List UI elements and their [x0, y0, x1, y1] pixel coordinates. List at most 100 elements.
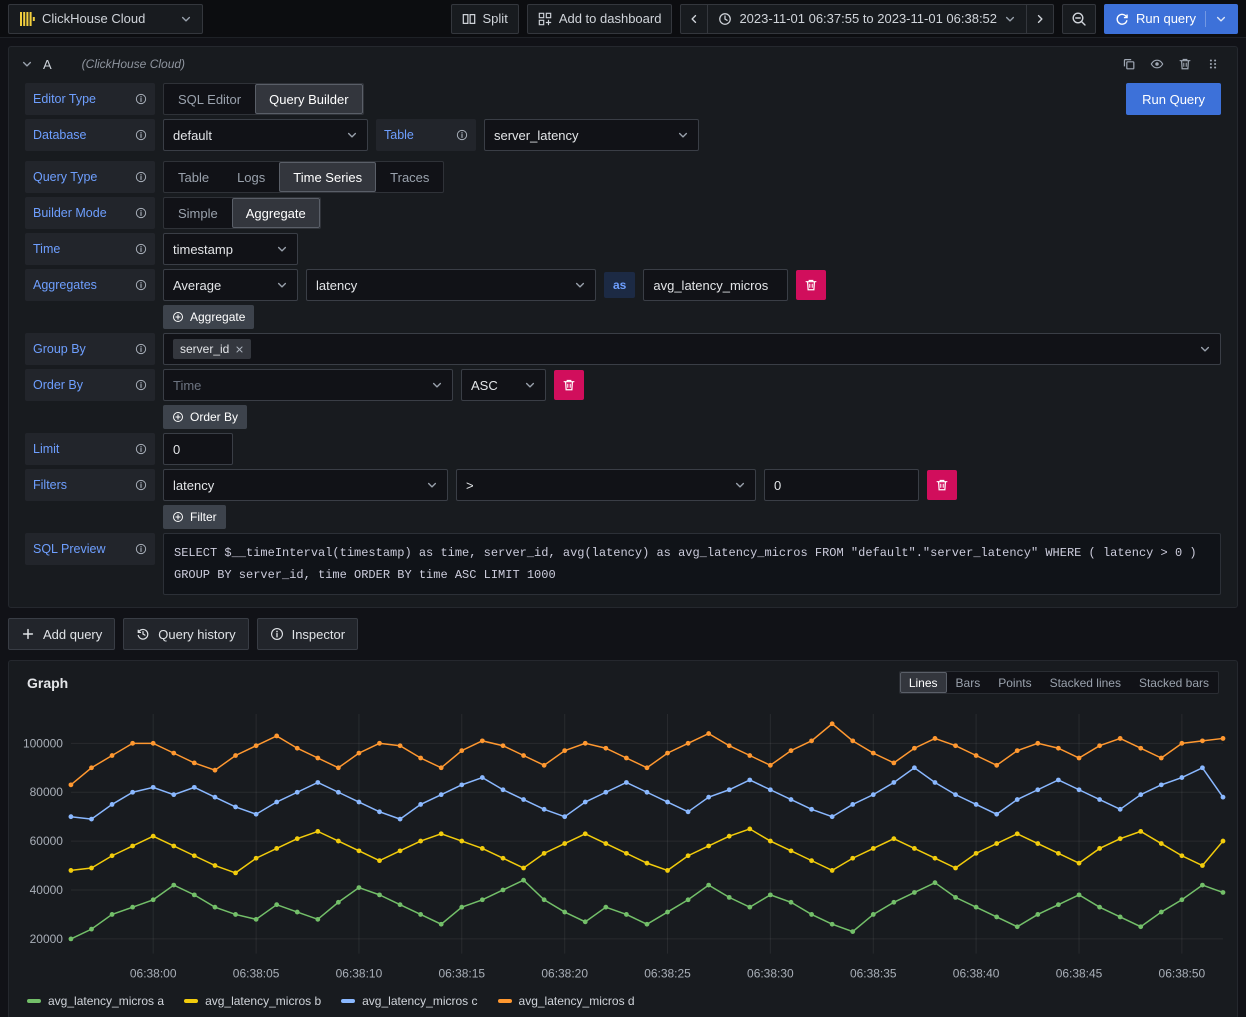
- chevron-down-icon: [276, 279, 288, 291]
- remove-query-button[interactable]: [1173, 52, 1197, 76]
- order-by-row: Order By Time ASC: [25, 369, 1221, 401]
- builder-mode-option-simple[interactable]: Simple: [164, 198, 232, 228]
- datasource-picker[interactable]: ClickHouse Cloud: [8, 3, 204, 34]
- limit-input[interactable]: [163, 433, 233, 465]
- duplicate-query-button[interactable]: [1117, 52, 1141, 76]
- editor-type-toggle: SQL Editor Query Builder: [163, 83, 364, 115]
- split-label: Split: [482, 11, 508, 26]
- legend-label: avg_latency_micros b: [205, 993, 322, 1008]
- query-type-option-traces[interactable]: Traces: [376, 162, 443, 192]
- query-type-option-logs[interactable]: Logs: [223, 162, 279, 192]
- database-select[interactable]: default: [163, 119, 368, 151]
- zoom-out-button[interactable]: [1062, 3, 1097, 34]
- graph-style-option-points[interactable]: Points: [989, 672, 1040, 693]
- aggregate-column-select[interactable]: latency: [306, 269, 596, 301]
- aggregate-function-value: Average: [173, 277, 222, 293]
- database-table-row: Database default Table server_latency: [25, 119, 1221, 151]
- field-label-text: Database: [33, 128, 87, 142]
- info-icon: [456, 129, 468, 141]
- filter-value-input[interactable]: [764, 469, 919, 501]
- inspector-button[interactable]: Inspector: [256, 618, 359, 650]
- graph-style-option-lines[interactable]: Lines: [899, 672, 947, 693]
- editor-type-label: Editor Type: [25, 83, 155, 115]
- add-order-by-row: Order By: [25, 405, 1221, 429]
- svg-text:06:38:00: 06:38:00: [130, 967, 177, 981]
- filter-operator-value: >: [466, 477, 474, 493]
- split-button[interactable]: Split: [450, 3, 519, 34]
- field-label-text: Group By: [33, 342, 86, 356]
- graph-style-option-stacked-lines[interactable]: Stacked lines: [1041, 672, 1130, 693]
- legend-label: avg_latency_micros d: [518, 993, 635, 1008]
- filters-label: Filters: [25, 469, 155, 501]
- history-icon: [136, 627, 150, 641]
- tag-label: server_id: [180, 342, 230, 356]
- add-order-by-button[interactable]: Order By: [163, 405, 248, 429]
- add-query-button[interactable]: Add query: [8, 618, 116, 650]
- run-query-label: Run query: [1136, 11, 1196, 26]
- field-label-text: SQL Preview: [33, 542, 106, 556]
- legend-swatch: [497, 998, 512, 1003]
- group-by-tag[interactable]: server_id: [173, 339, 252, 359]
- disable-query-button[interactable]: [1145, 52, 1169, 76]
- time-shift-forward-button[interactable]: [1026, 3, 1055, 34]
- svg-text:40000: 40000: [30, 883, 64, 897]
- legend-item[interactable]: avg_latency_micros d: [497, 993, 635, 1008]
- aggregates-label: Aggregates: [25, 269, 155, 301]
- info-icon: [135, 279, 147, 291]
- filters-row: Filters latency >: [25, 469, 1221, 501]
- collapse-query-icon[interactable]: [21, 58, 33, 70]
- legend-item[interactable]: avg_latency_micros a: [27, 994, 164, 1008]
- query-row-header: A (ClickHouse Cloud): [9, 47, 1237, 81]
- time-shift-back-button[interactable]: [680, 3, 709, 34]
- query-editor-panel: A (ClickHouse Cloud) Editor Type SQL: [8, 46, 1238, 608]
- filter-field-select[interactable]: latency: [163, 469, 448, 501]
- toolbar-actions: Split Add to dashboard 2023-11-01 06:37:…: [450, 3, 1238, 34]
- remove-tag-icon[interactable]: [235, 345, 244, 354]
- group-by-select[interactable]: server_id: [163, 333, 1221, 365]
- legend-item[interactable]: avg_latency_micros b: [184, 994, 321, 1008]
- info-icon: [135, 171, 147, 183]
- time-label: Time: [25, 233, 155, 265]
- aggregate-function-select[interactable]: Average: [163, 269, 298, 301]
- sync-icon: [1115, 12, 1129, 26]
- order-by-field-select[interactable]: Time: [163, 369, 453, 401]
- table-select[interactable]: server_latency: [484, 119, 699, 151]
- editor-type-option-query-builder[interactable]: Query Builder: [255, 84, 363, 114]
- query-history-button[interactable]: Query history: [123, 618, 249, 650]
- editor-type-option-sql-editor[interactable]: SQL Editor: [164, 84, 255, 114]
- add-filter-button[interactable]: Filter: [163, 505, 226, 529]
- info-icon: [135, 129, 147, 141]
- drag-query-handle[interactable]: [1201, 52, 1225, 76]
- time-range-button[interactable]: 2023-11-01 06:37:55 to 2023-11-01 06:38:…: [707, 3, 1028, 34]
- builder-mode-option-aggregate[interactable]: Aggregate: [231, 198, 320, 228]
- remove-order-by-button[interactable]: [554, 370, 584, 400]
- query-type-option-time-series[interactable]: Time Series: [279, 162, 377, 192]
- trash-icon: [935, 478, 949, 492]
- sql-preview: SELECT $__timeInterval(timestamp) as tim…: [163, 533, 1221, 595]
- graph-style-option-stacked-bars[interactable]: Stacked bars: [1130, 672, 1218, 693]
- run-query-builder-button[interactable]: Run Query: [1126, 83, 1221, 115]
- aggregate-alias-input[interactable]: [643, 269, 789, 301]
- add-filter-row: Filter: [25, 505, 1221, 529]
- latency-chart[interactable]: 20000 40000 60000 80000 100000 06:38:00 06:38:…: [17, 702, 1229, 992]
- remove-aggregate-button[interactable]: [796, 270, 827, 300]
- chevron-down-icon: [734, 479, 746, 491]
- order-direction-select[interactable]: ASC: [461, 369, 546, 401]
- limit-row: Limit: [25, 433, 1221, 465]
- query-ref-id: A: [43, 56, 52, 72]
- remove-filter-button[interactable]: [927, 470, 957, 500]
- graph-style-option-bars[interactable]: Bars: [947, 672, 990, 693]
- add-aggregate-button[interactable]: Aggregate: [163, 305, 255, 329]
- query-type-option-table[interactable]: Table: [164, 162, 223, 192]
- field-label-text: Filters: [33, 478, 68, 492]
- datasource-label: ClickHouse Cloud: [42, 11, 146, 26]
- add-to-dashboard-button[interactable]: Add to dashboard: [526, 3, 673, 34]
- time-column-select[interactable]: timestamp: [163, 233, 298, 265]
- legend-item[interactable]: avg_latency_micros c: [341, 994, 478, 1008]
- chevron-down-icon[interactable]: [1215, 13, 1227, 25]
- filter-operator-select[interactable]: >: [456, 469, 756, 501]
- plus-circle-icon: [172, 511, 184, 523]
- chevron-down-icon: [431, 379, 443, 391]
- run-query-button[interactable]: Run query: [1104, 3, 1238, 34]
